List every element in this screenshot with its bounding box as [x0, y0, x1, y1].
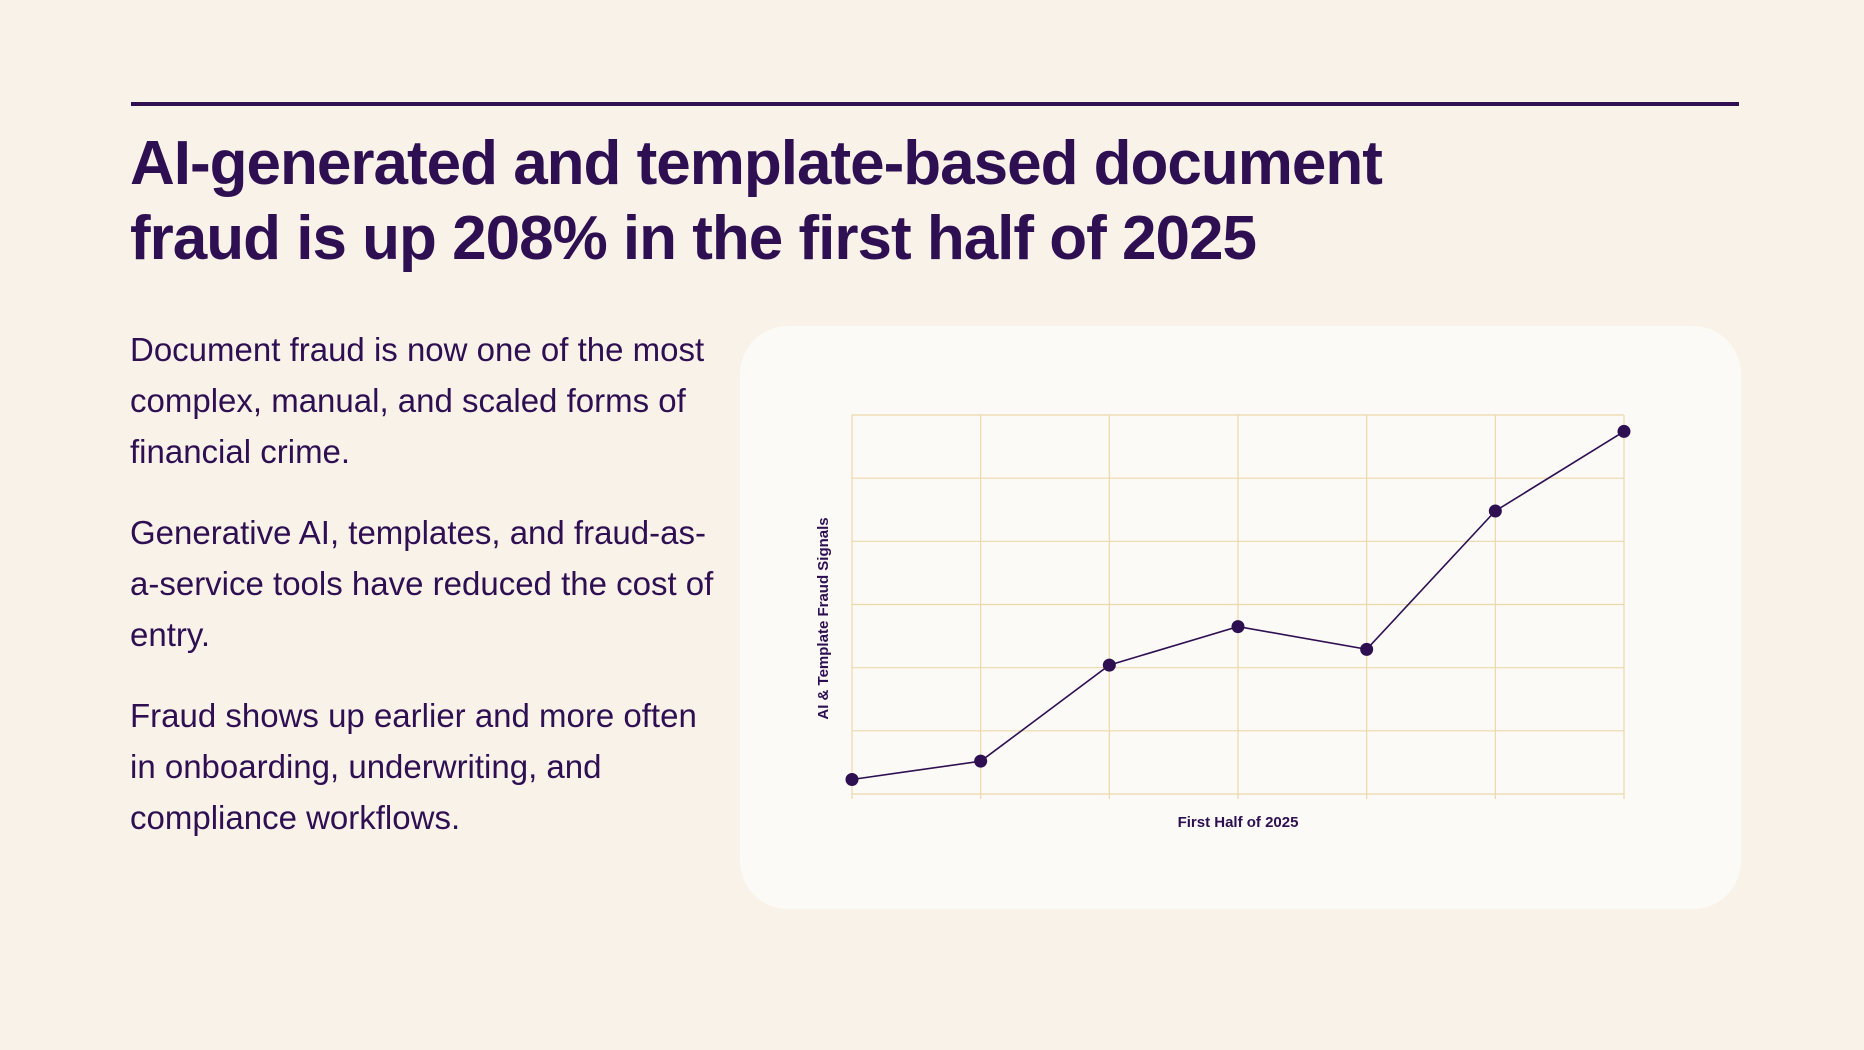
data-point-5 [1360, 642, 1374, 656]
data-point-6 [1488, 504, 1502, 518]
chart-card: First Half of 2025 AI & Template Fraud S… [740, 326, 1741, 909]
headline-line-1: AI-generated and template-based document [130, 129, 1383, 198]
chart-grid [851, 414, 1625, 799]
paragraph-2: Generative AI, templates, and fraud-as-a… [130, 514, 714, 653]
paragraph-3: Fraud shows up earlier and more often in… [130, 697, 697, 836]
data-point-1 [845, 772, 859, 786]
chart-points [845, 424, 1631, 786]
data-point-2 [974, 754, 988, 768]
body-text: Document fraud is now one of the most co… [130, 324, 730, 873]
y-axis-label: AI & Template Fraud Signals [815, 517, 832, 719]
data-point-4 [1231, 620, 1245, 634]
data-point-3 [1102, 658, 1116, 672]
headline-line-2: fraud is up 208% in the first half of 20… [130, 204, 1257, 273]
top-rule [131, 102, 1739, 106]
paragraph-1: Document fraud is now one of the most co… [130, 331, 705, 470]
data-point-7 [1617, 424, 1631, 438]
headline: AI-generated and template-based document… [130, 126, 1630, 276]
x-axis-label: First Half of 2025 [1178, 814, 1299, 831]
line-chart: First Half of 2025 AI & Template Fraud S… [815, 414, 1631, 831]
